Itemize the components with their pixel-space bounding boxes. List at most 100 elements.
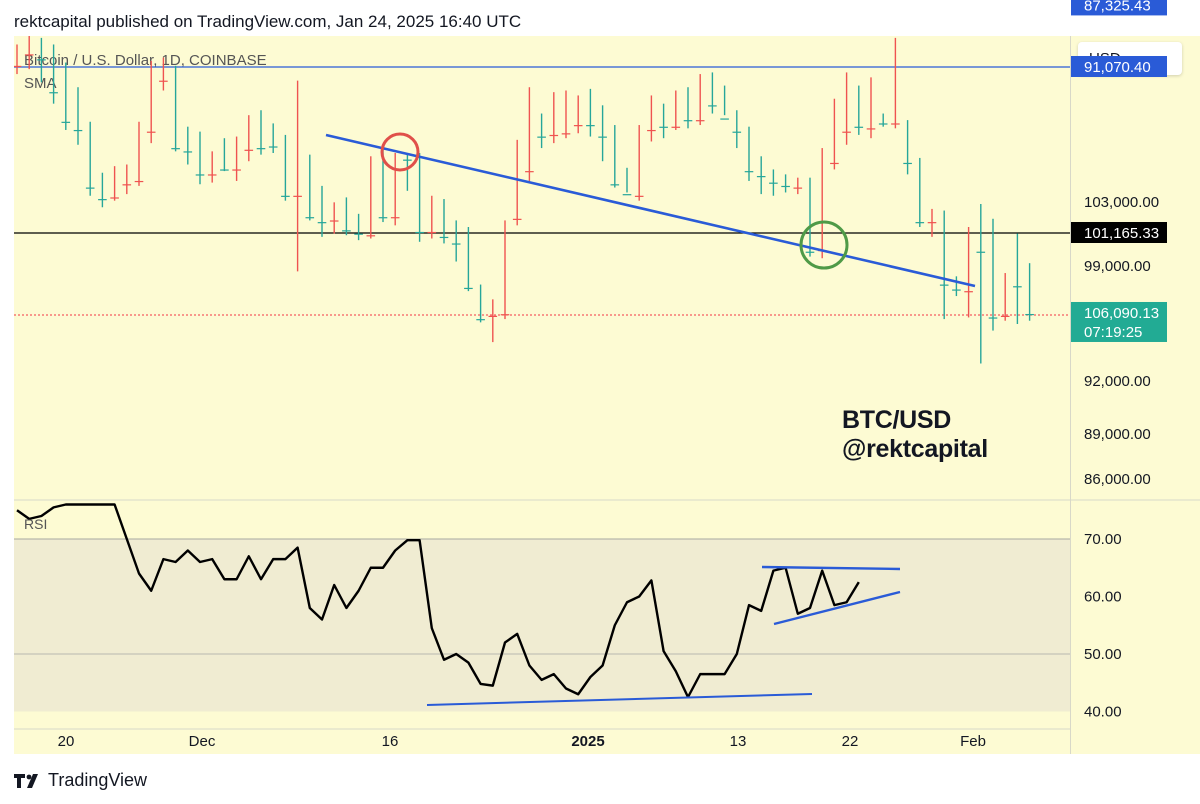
candle-body xyxy=(537,136,546,138)
candle-body xyxy=(415,231,424,234)
candle-body xyxy=(14,65,22,68)
candle-body xyxy=(561,133,571,135)
rsi-tick-label: 40.00 xyxy=(1084,704,1122,721)
candle-body xyxy=(220,169,229,171)
candle-body xyxy=(37,59,46,61)
candle-body xyxy=(598,136,607,138)
candle-body xyxy=(732,131,742,133)
watermark-symbol: BTC/USD xyxy=(842,406,952,434)
rsi-support-trendline xyxy=(426,693,813,706)
price-label-text: 87,325.43 xyxy=(1084,0,1151,14)
candle-body xyxy=(793,187,803,189)
candle-body xyxy=(708,105,717,107)
candle-body xyxy=(146,131,156,133)
price-label-pill xyxy=(1071,56,1167,77)
time-tick-label: 20 xyxy=(58,733,75,750)
price-label-text: 101,165.33 xyxy=(1084,225,1159,242)
rsi-tick-label: 60.00 xyxy=(1084,589,1122,606)
descending-trendline xyxy=(325,133,976,288)
time-tick-label: 2025 xyxy=(571,733,604,750)
candle-body xyxy=(244,149,254,151)
candle-body xyxy=(281,195,290,197)
candle-body xyxy=(903,162,912,165)
price-label-pill xyxy=(1071,301,1167,342)
candle-body xyxy=(744,171,754,173)
rsi-triangle-support xyxy=(773,590,901,626)
candle-body xyxy=(207,174,217,176)
candle-body xyxy=(427,231,437,234)
candle-body xyxy=(756,176,766,178)
candle-body xyxy=(134,180,144,183)
axis-separator xyxy=(1070,36,1071,754)
candle-body xyxy=(1000,315,1010,317)
candle-body xyxy=(256,148,266,150)
candle-body xyxy=(49,92,58,94)
candle-body xyxy=(952,289,961,291)
price-label-text: 106,090.13 xyxy=(1084,305,1159,322)
candle-body xyxy=(110,197,119,199)
time-tick-label: Feb xyxy=(960,733,986,750)
candle-body xyxy=(232,169,241,171)
candle-body xyxy=(842,131,851,133)
countdown-label-text: 07:19:25 xyxy=(1084,324,1142,341)
candle-body xyxy=(927,222,937,224)
candle-body xyxy=(98,199,107,201)
candle-body xyxy=(769,182,778,184)
candle-body xyxy=(976,251,986,253)
footer-brand[interactable]: TradingView xyxy=(14,770,147,791)
watermark: BTC/USD @rektcapital xyxy=(842,406,988,464)
price-label-pill xyxy=(1071,222,1167,243)
publish-header: rektcapital published on TradingView.com… xyxy=(14,12,522,31)
candle-body xyxy=(988,317,998,319)
candle-body xyxy=(354,233,363,235)
candle-body xyxy=(512,218,522,220)
candle-body xyxy=(183,151,193,153)
candle-body xyxy=(549,134,559,137)
candle-body xyxy=(24,54,34,56)
price-tick-label: 89,000.00 xyxy=(1084,426,1151,443)
candle-body xyxy=(939,284,949,286)
candle-body xyxy=(671,126,681,128)
candle-body xyxy=(366,235,376,237)
candle-body xyxy=(1013,286,1022,288)
candle-body xyxy=(403,159,412,161)
rsi-triangle-resistance xyxy=(761,565,901,571)
symbol-title[interactable]: Bitcoin / U.S. Dollar, 1D, COINBASE xyxy=(24,52,267,69)
candle-body xyxy=(500,314,510,316)
candle-body xyxy=(171,148,180,150)
candle-body xyxy=(439,236,449,239)
candle-body xyxy=(1025,313,1034,316)
rsi-pane-label[interactable]: RSI xyxy=(24,516,48,532)
candle-body xyxy=(476,319,485,321)
candle-body xyxy=(622,194,632,196)
price-label-text: 91,070.40 xyxy=(1084,59,1151,76)
sma-indicator-label[interactable]: SMA xyxy=(24,75,57,92)
price-tick-label: 99,000.00 xyxy=(1084,258,1151,275)
rsi-pane xyxy=(16,503,901,706)
candle-body xyxy=(488,315,498,317)
rsi-tick-label: 70.00 xyxy=(1084,531,1122,548)
footer-brand-name: TradingView xyxy=(48,770,148,790)
candle-body xyxy=(781,185,790,188)
time-tick-label: 22 xyxy=(842,733,859,750)
candle-body xyxy=(878,123,888,125)
candle-body xyxy=(329,220,339,222)
time-tick-label: 13 xyxy=(730,733,747,750)
candle-body xyxy=(573,125,583,127)
candle-body xyxy=(61,121,71,123)
time-tick-label: 16 xyxy=(382,733,399,750)
price-pane xyxy=(14,36,1070,364)
candle-body xyxy=(683,120,693,122)
candle-body xyxy=(915,222,925,224)
price-tick-label: 103,000.00 xyxy=(1084,194,1159,211)
candle-body xyxy=(964,291,973,293)
candle-body xyxy=(586,125,595,127)
candle-body xyxy=(293,195,302,197)
candle-body xyxy=(122,184,132,186)
rsi-band xyxy=(14,539,1070,712)
price-tick-label: 86,000.00 xyxy=(1084,471,1151,488)
price-label-pill xyxy=(1071,0,1167,16)
candle-body xyxy=(159,80,168,82)
candle-body xyxy=(268,146,278,148)
